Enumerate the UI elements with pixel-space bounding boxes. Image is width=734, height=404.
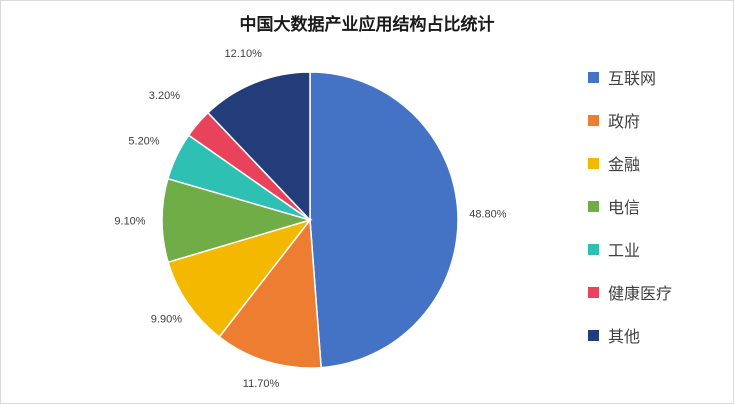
- legend-item-6: 健康医疗: [588, 281, 672, 303]
- legend-swatch: [588, 114, 599, 126]
- legend-swatch: [588, 243, 599, 255]
- slice-label-3: 9.90%: [151, 313, 182, 325]
- legend-item-7: 其他: [588, 324, 672, 346]
- legend-item-3: 金融: [588, 152, 672, 174]
- pie-slice-2: [218, 218, 322, 369]
- pie-slice-1: [309, 71, 459, 369]
- legend-label: 政府: [608, 112, 641, 131]
- pie-slice-4: [161, 177, 313, 264]
- legend-swatch: [588, 200, 599, 212]
- slice-label-7: 12.10%: [225, 48, 263, 60]
- legend-swatch: [588, 329, 599, 341]
- legend-label: 其他: [608, 327, 641, 346]
- legend-item-2: 政府: [588, 109, 672, 131]
- chart-title: 中国大数据产业应用结构占比统计: [239, 15, 495, 35]
- legend: 互联网政府金融电信工业健康医疗其他: [588, 66, 672, 367]
- legend-swatch: [588, 286, 599, 298]
- legend-swatch: [588, 71, 599, 83]
- legend-label: 金融: [608, 155, 641, 174]
- legend-item-4: 电信: [588, 195, 672, 217]
- legend-label: 电信: [608, 198, 641, 217]
- pie-slice-7: [206, 71, 311, 222]
- legend-swatch: [588, 157, 599, 169]
- slice-label-4: 9.10%: [114, 216, 145, 228]
- legend-label: 健康医疗: [608, 284, 673, 303]
- legend-item-1: 互联网: [588, 66, 672, 88]
- legend-label: 互联网: [608, 69, 657, 88]
- slice-label-6: 3.20%: [149, 90, 180, 102]
- pie-slice-3: [167, 218, 313, 338]
- legend-item-5: 工业: [588, 238, 672, 260]
- legend-label: 工业: [608, 241, 641, 260]
- slice-label-2: 11.70%: [243, 378, 280, 390]
- slice-label-1: 48.80%: [469, 208, 507, 220]
- slice-label-5: 5.20%: [128, 136, 159, 148]
